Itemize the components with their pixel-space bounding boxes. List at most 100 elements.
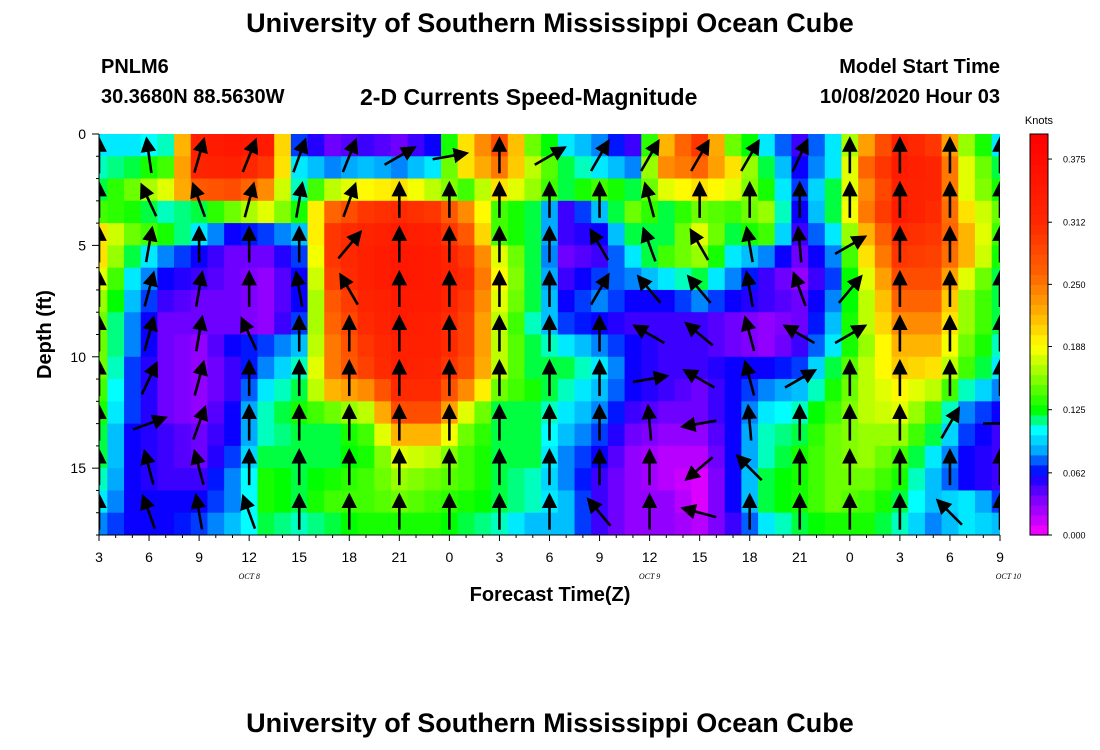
- heatmap-cell: [340, 223, 359, 246]
- heatmap-cell: [99, 289, 108, 313]
- heatmap-cell: [190, 334, 209, 358]
- heatmap-cell: [207, 156, 225, 180]
- heatmap-cell: [641, 379, 659, 402]
- heatmap-cell: [841, 289, 859, 313]
- heatmap-cell: [657, 156, 676, 180]
- heatmap-cell: [774, 334, 793, 358]
- heatmap-cell: [858, 490, 876, 514]
- heatmap-cell: [924, 200, 943, 224]
- heatmap-cell: [457, 223, 476, 246]
- heatmap-cell: [591, 512, 609, 535]
- heatmap-cell: [674, 379, 692, 402]
- heatmap-cell: [808, 423, 826, 447]
- heatmap-cell: [224, 445, 242, 469]
- heatmap-cell: [991, 334, 1000, 358]
- heatmap-cell: [958, 223, 976, 246]
- station-id: PNLM6: [101, 56, 169, 78]
- heatmap-cell: [624, 178, 642, 202]
- heatmap-cell: [874, 289, 893, 313]
- colorbar-segment: [1030, 224, 1048, 235]
- heatmap-cell: [824, 423, 843, 447]
- heatmap-cell: [107, 312, 125, 336]
- current-vector: [684, 456, 714, 482]
- heatmap-cell: [607, 245, 626, 269]
- heatmap-cell: [858, 379, 876, 402]
- heatmap-cell: [908, 289, 926, 313]
- heatmap-cell: [841, 334, 859, 358]
- heatmap-cell: [207, 356, 225, 380]
- x-tick-label: 18: [742, 549, 758, 565]
- heatmap-cell: [99, 423, 108, 447]
- heatmap-cell: [324, 423, 342, 447]
- heatmap-cell: [858, 445, 876, 469]
- heatmap-cell: [974, 445, 993, 469]
- heatmap-cell: [107, 512, 125, 535]
- heatmap-cell: [874, 134, 893, 157]
- heatmap-cell: [474, 134, 492, 157]
- heatmap-cell: [657, 423, 676, 447]
- heatmap-cell: [708, 200, 726, 224]
- heatmap-cell: [574, 134, 592, 157]
- heatmap-cell: [657, 334, 676, 358]
- heatmap-cell: [958, 245, 976, 269]
- heatmap-cell: [274, 512, 292, 535]
- colorbar-tick-label: 0.250: [1063, 280, 1086, 290]
- colorbar-segment: [1030, 484, 1048, 496]
- current-vector: [432, 147, 470, 164]
- colorbar-segment: [1030, 284, 1048, 295]
- heatmap-cell: [674, 245, 692, 269]
- heatmap-cell: [307, 156, 325, 180]
- heatmap-cell: [924, 423, 943, 447]
- heatmap-cell: [357, 334, 375, 358]
- heatmap-cell: [991, 468, 1000, 492]
- heatmap-cell: [307, 512, 325, 535]
- heatmap-cell: [624, 289, 642, 313]
- heatmap-cell: [607, 267, 626, 291]
- heatmap-cell: [424, 490, 442, 514]
- heatmap-cell: [257, 490, 275, 514]
- heatmap-cell: [557, 445, 576, 469]
- colorbar-segment: [1030, 394, 1048, 406]
- heatmap-cell: [324, 468, 342, 492]
- heatmap-cell: [224, 289, 242, 313]
- heatmap-cell: [758, 312, 776, 336]
- heatmap-cell: [991, 445, 1000, 469]
- heatmap-cell: [224, 512, 242, 535]
- heatmap-cell: [107, 423, 125, 447]
- heatmap-cell: [874, 490, 893, 514]
- heatmap-cell: [257, 401, 275, 425]
- heatmap-cell: [991, 423, 1000, 447]
- heatmap-cell: [824, 200, 843, 224]
- heatmap-cell: [457, 512, 476, 535]
- heatmap-cell: [374, 445, 392, 469]
- heatmap-cell: [507, 445, 526, 469]
- heatmap-cell: [924, 223, 943, 246]
- heatmap-cell: [774, 267, 793, 291]
- heatmap-cell: [908, 512, 926, 535]
- current-vector: [140, 182, 158, 217]
- heatmap-cell: [274, 490, 292, 514]
- heatmap-cell: [991, 356, 1000, 380]
- colorbar-segment: [1030, 444, 1048, 456]
- heatmap-cell: [708, 379, 726, 402]
- current-vector: [684, 321, 714, 347]
- heatmap-cell: [424, 468, 442, 492]
- heatmap-cell: [874, 200, 893, 224]
- heatmap-cell: [824, 178, 843, 202]
- heatmap-cell: [524, 512, 542, 535]
- heatmap-cell: [708, 334, 726, 358]
- heatmap-cell: [624, 356, 642, 380]
- heatmap-cell: [374, 267, 392, 291]
- current-vector: [935, 498, 963, 526]
- heatmap-cell: [607, 223, 626, 246]
- heatmap-cell: [157, 134, 175, 157]
- heatmap-cell: [407, 423, 425, 447]
- heatmap-cell: [157, 445, 175, 469]
- heatmap-cell: [574, 245, 592, 269]
- colorbar-segment: [1030, 354, 1048, 366]
- heatmap-cell: [874, 223, 893, 246]
- heatmap-cell: [357, 245, 375, 269]
- heatmap-cell: [758, 468, 776, 492]
- current-vector: [632, 370, 670, 386]
- heatmap-cell: [424, 334, 442, 358]
